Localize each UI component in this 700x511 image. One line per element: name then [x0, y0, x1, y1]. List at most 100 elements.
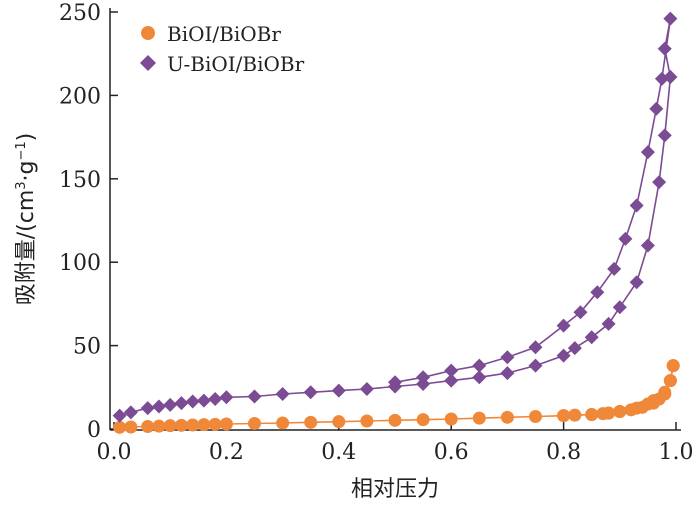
data-point-1: [444, 363, 459, 378]
y-axis-title-main: 吸附量/(cm: [14, 190, 39, 306]
data-point-1: [247, 389, 262, 404]
data-point-1: [185, 394, 200, 409]
y-tick-label: 150: [59, 168, 101, 193]
y-tick-label: 250: [59, 1, 101, 26]
data-point-0: [186, 418, 200, 432]
data-point-0: [658, 387, 672, 401]
y-tick-label: 50: [73, 335, 101, 360]
data-point-0: [416, 413, 430, 427]
data-point-0: [666, 359, 680, 373]
data-point-0: [141, 419, 155, 433]
data-point-0: [500, 410, 514, 424]
data-point-1: [657, 128, 672, 143]
data-point-1: [618, 231, 633, 246]
data-point-1: [584, 330, 599, 345]
data-point-1: [174, 396, 189, 411]
data-point-1: [388, 375, 402, 390]
data-point-1: [612, 300, 627, 315]
data-point-0: [602, 406, 616, 420]
data-point-0: [152, 419, 166, 433]
data-point-0: [163, 419, 177, 433]
data-point-0: [174, 418, 188, 432]
y-tick-label: 200: [59, 84, 101, 109]
y-tick-label: 0: [87, 418, 101, 443]
data-point-1: [528, 340, 543, 355]
data-point-0: [557, 409, 571, 423]
y-axis-title-mid: ·g: [14, 160, 39, 181]
data-point-0: [630, 401, 644, 415]
y-axis-title-sup2: −1: [14, 141, 29, 160]
series-line-1-adsorption: [119, 77, 672, 417]
data-point-0: [208, 417, 222, 431]
data-point-1: [196, 393, 211, 408]
data-point-1: [359, 381, 374, 396]
data-point-1: [663, 11, 678, 26]
data-point-1: [590, 285, 605, 300]
y-tick-label: 100: [59, 251, 101, 276]
legend-marker-biOI-biOBr: [141, 26, 155, 40]
data-point-1: [500, 350, 515, 365]
data-point-1: [163, 397, 178, 412]
data-point-1: [123, 405, 138, 420]
data-point-1: [629, 198, 644, 213]
legend-label-1: BiOI/BiOBr: [167, 22, 281, 46]
data-point-1: [640, 238, 655, 253]
data-point-0: [248, 416, 261, 430]
data-point-1: [657, 41, 672, 56]
data-point-1: [303, 385, 318, 400]
data-point-1: [556, 318, 571, 333]
data-point-1: [219, 390, 234, 405]
data-point-0: [663, 374, 677, 388]
data-point-0: [332, 415, 346, 429]
legend-label-2: U-BiOI/BiOBr: [167, 52, 305, 76]
data-point-1: [151, 399, 166, 414]
data-point-0: [113, 420, 127, 434]
data-point-0: [613, 404, 627, 418]
x-tick-label: 0.0: [97, 440, 132, 465]
x-tick-label: 0.6: [434, 440, 469, 465]
y-axis-title-sup1: 3: [14, 181, 29, 189]
y-axis-title-end: ): [14, 133, 39, 142]
data-point-1: [640, 145, 655, 160]
series-line-1-desorption: [394, 18, 672, 384]
data-point-1: [607, 261, 622, 276]
data-point-1: [444, 373, 459, 388]
x-axis-title: 相对压力: [351, 477, 439, 502]
y-axis-title: 吸附量/(cm3·g−1): [14, 133, 39, 306]
data-point-1: [416, 370, 431, 385]
data-point-0: [472, 411, 486, 425]
data-point-1: [649, 101, 664, 116]
data-point-0: [219, 417, 233, 431]
data-point-1: [208, 391, 223, 406]
data-point-1: [275, 386, 290, 401]
data-point-1: [331, 383, 346, 398]
ticks: 0.0 0.2 0.4 0.6 0.8 1.0 0 50 100 150 200 250: [59, 1, 694, 465]
data-point-1: [601, 316, 616, 331]
series-markers: [112, 11, 680, 434]
series-lines: [119, 18, 674, 429]
legend: BiOI/BiOBr U-BiOI/BiOBr: [140, 22, 305, 76]
data-point-0: [444, 412, 458, 426]
data-point-0: [641, 397, 655, 411]
data-point-0: [276, 416, 290, 430]
data-point-1: [573, 305, 588, 320]
x-tick-label: 0.4: [321, 440, 356, 465]
data-point-0: [304, 415, 318, 429]
legend-marker-u-biOI-biOBr: [140, 55, 156, 71]
x-tick-label: 0.8: [546, 440, 581, 465]
data-point-1: [629, 275, 644, 290]
data-point-0: [585, 407, 599, 421]
data-point-0: [529, 409, 542, 423]
data-point-1: [112, 408, 127, 423]
data-point-1: [528, 358, 543, 373]
data-point-1: [652, 175, 667, 190]
data-point-0: [197, 418, 211, 432]
data-point-1: [472, 370, 487, 385]
data-point-0: [124, 420, 138, 434]
data-point-0: [388, 413, 402, 427]
x-tick-label: 1.0: [659, 440, 694, 465]
data-point-1: [567, 341, 582, 356]
data-point-1: [140, 401, 155, 416]
data-point-1: [472, 358, 487, 373]
